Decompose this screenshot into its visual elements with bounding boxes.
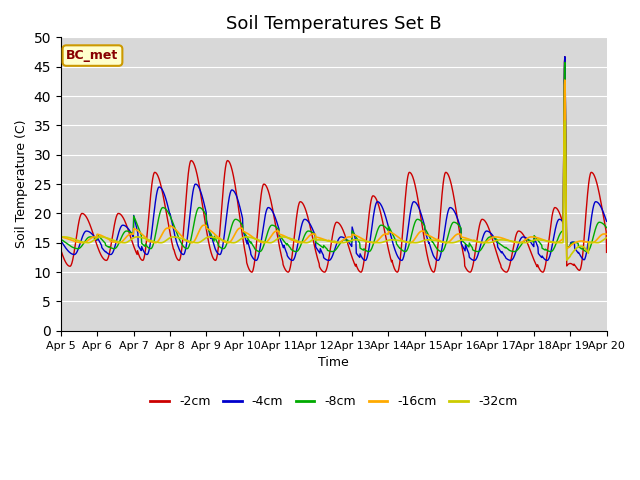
-8cm — [538, 242, 545, 248]
-4cm — [57, 238, 65, 244]
-2cm — [603, 250, 611, 255]
-16cm — [57, 234, 65, 240]
-16cm — [603, 231, 611, 237]
-16cm — [239, 228, 247, 234]
-16cm — [538, 236, 545, 242]
-8cm — [165, 211, 173, 216]
-32cm — [538, 237, 545, 243]
-4cm — [165, 208, 173, 214]
-32cm — [57, 235, 65, 240]
-2cm — [239, 239, 247, 244]
-16cm — [179, 234, 186, 240]
-4cm — [603, 218, 611, 224]
-2cm — [165, 225, 173, 230]
-32cm — [165, 236, 173, 241]
-8cm — [490, 235, 497, 240]
-2cm — [538, 269, 545, 275]
-32cm — [563, 257, 571, 263]
-2cm — [539, 269, 547, 275]
-2cm — [561, 54, 569, 60]
-8cm — [603, 225, 611, 230]
-8cm — [419, 219, 426, 225]
-2cm — [419, 224, 426, 229]
-32cm — [419, 238, 426, 244]
-32cm — [561, 118, 569, 124]
-32cm — [603, 235, 611, 240]
-4cm — [490, 234, 498, 240]
-8cm — [584, 249, 591, 254]
-2cm — [490, 240, 497, 246]
Y-axis label: Soil Temperature (C): Soil Temperature (C) — [15, 120, 28, 248]
-32cm — [239, 235, 247, 240]
Line: -4cm: -4cm — [61, 57, 607, 260]
Title: Soil Temperatures Set B: Soil Temperatures Set B — [226, 15, 442, 33]
-8cm — [561, 60, 569, 65]
-4cm — [179, 251, 186, 257]
-8cm — [239, 228, 247, 234]
-4cm — [239, 228, 247, 234]
-4cm — [325, 257, 333, 263]
-16cm — [165, 225, 173, 231]
Legend: -2cm, -4cm, -8cm, -16cm, -32cm: -2cm, -4cm, -8cm, -16cm, -32cm — [145, 390, 522, 413]
-8cm — [57, 237, 65, 242]
-16cm — [561, 77, 569, 83]
Line: -16cm: -16cm — [61, 80, 607, 249]
Line: -8cm: -8cm — [61, 62, 607, 252]
-32cm — [179, 236, 186, 241]
Line: -2cm: -2cm — [61, 57, 607, 272]
-32cm — [490, 239, 497, 244]
Text: BC_met: BC_met — [67, 49, 118, 62]
-4cm — [538, 253, 546, 259]
-16cm — [563, 246, 571, 252]
-2cm — [57, 247, 65, 253]
Line: -32cm: -32cm — [61, 121, 607, 260]
-8cm — [179, 242, 186, 248]
-2cm — [179, 242, 186, 248]
-16cm — [490, 234, 497, 240]
X-axis label: Time: Time — [318, 356, 349, 369]
-4cm — [419, 216, 426, 222]
-4cm — [561, 54, 569, 60]
-16cm — [419, 228, 426, 234]
